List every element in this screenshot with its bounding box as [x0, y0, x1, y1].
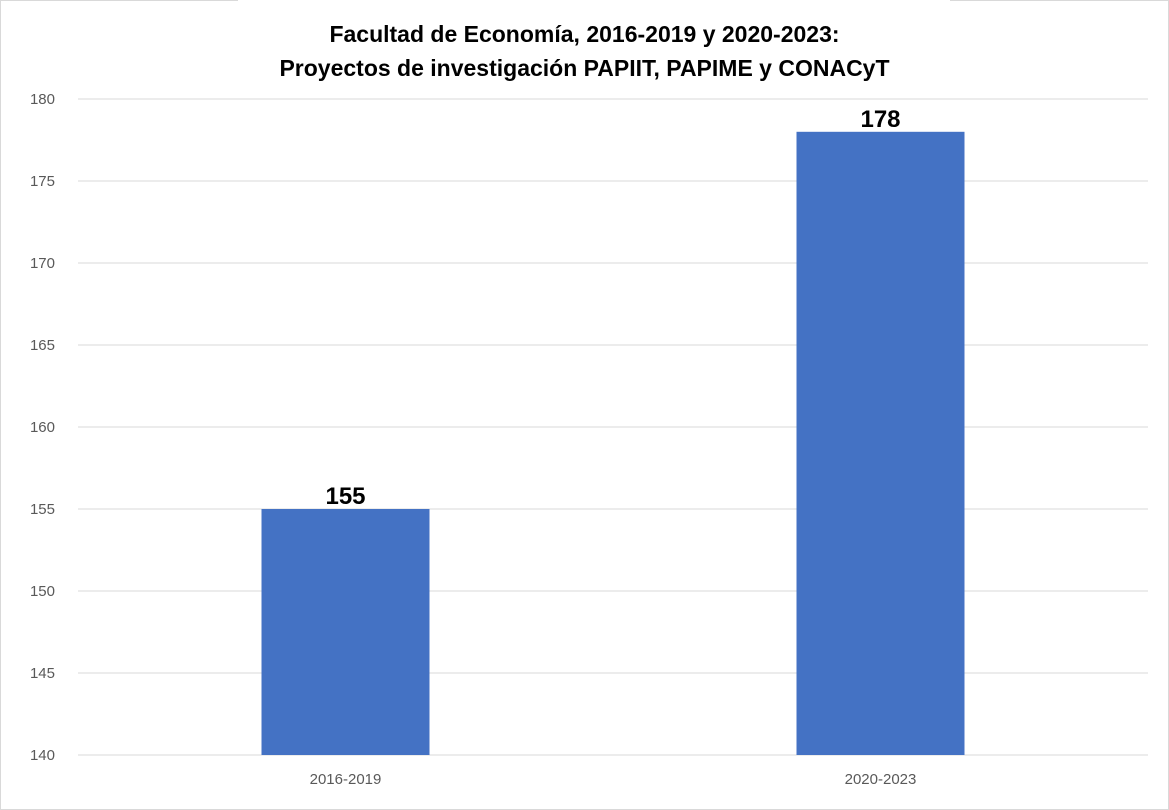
frame-top-right-border [950, 0, 1169, 1]
y-tick-label: 175 [30, 173, 55, 190]
bar [261, 509, 430, 755]
data-label: 155 [325, 483, 365, 510]
y-tick-label: 145 [30, 665, 55, 682]
chart-title-line-1: Facultad de Economía, 2016-2019 y 2020-2… [329, 21, 840, 47]
y-tick-label: 170 [30, 255, 55, 272]
y-tick-label: 160 [30, 419, 55, 436]
y-tick-label: 140 [30, 747, 55, 764]
x-tick-label: 2020-2023 [845, 771, 917, 788]
bar [796, 131, 965, 756]
y-tick-label: 180 [30, 91, 55, 108]
y-tick-label: 150 [30, 583, 55, 600]
chart-title-line-2: Proyectos de investigación PAPIIT, PAPIM… [279, 55, 890, 81]
frame-top-left-border [0, 0, 238, 1]
y-tick-label: 165 [30, 337, 55, 354]
y-tick-label: 155 [30, 501, 55, 518]
x-tick-label: 2016-2019 [310, 771, 382, 788]
data-label: 178 [860, 106, 900, 133]
